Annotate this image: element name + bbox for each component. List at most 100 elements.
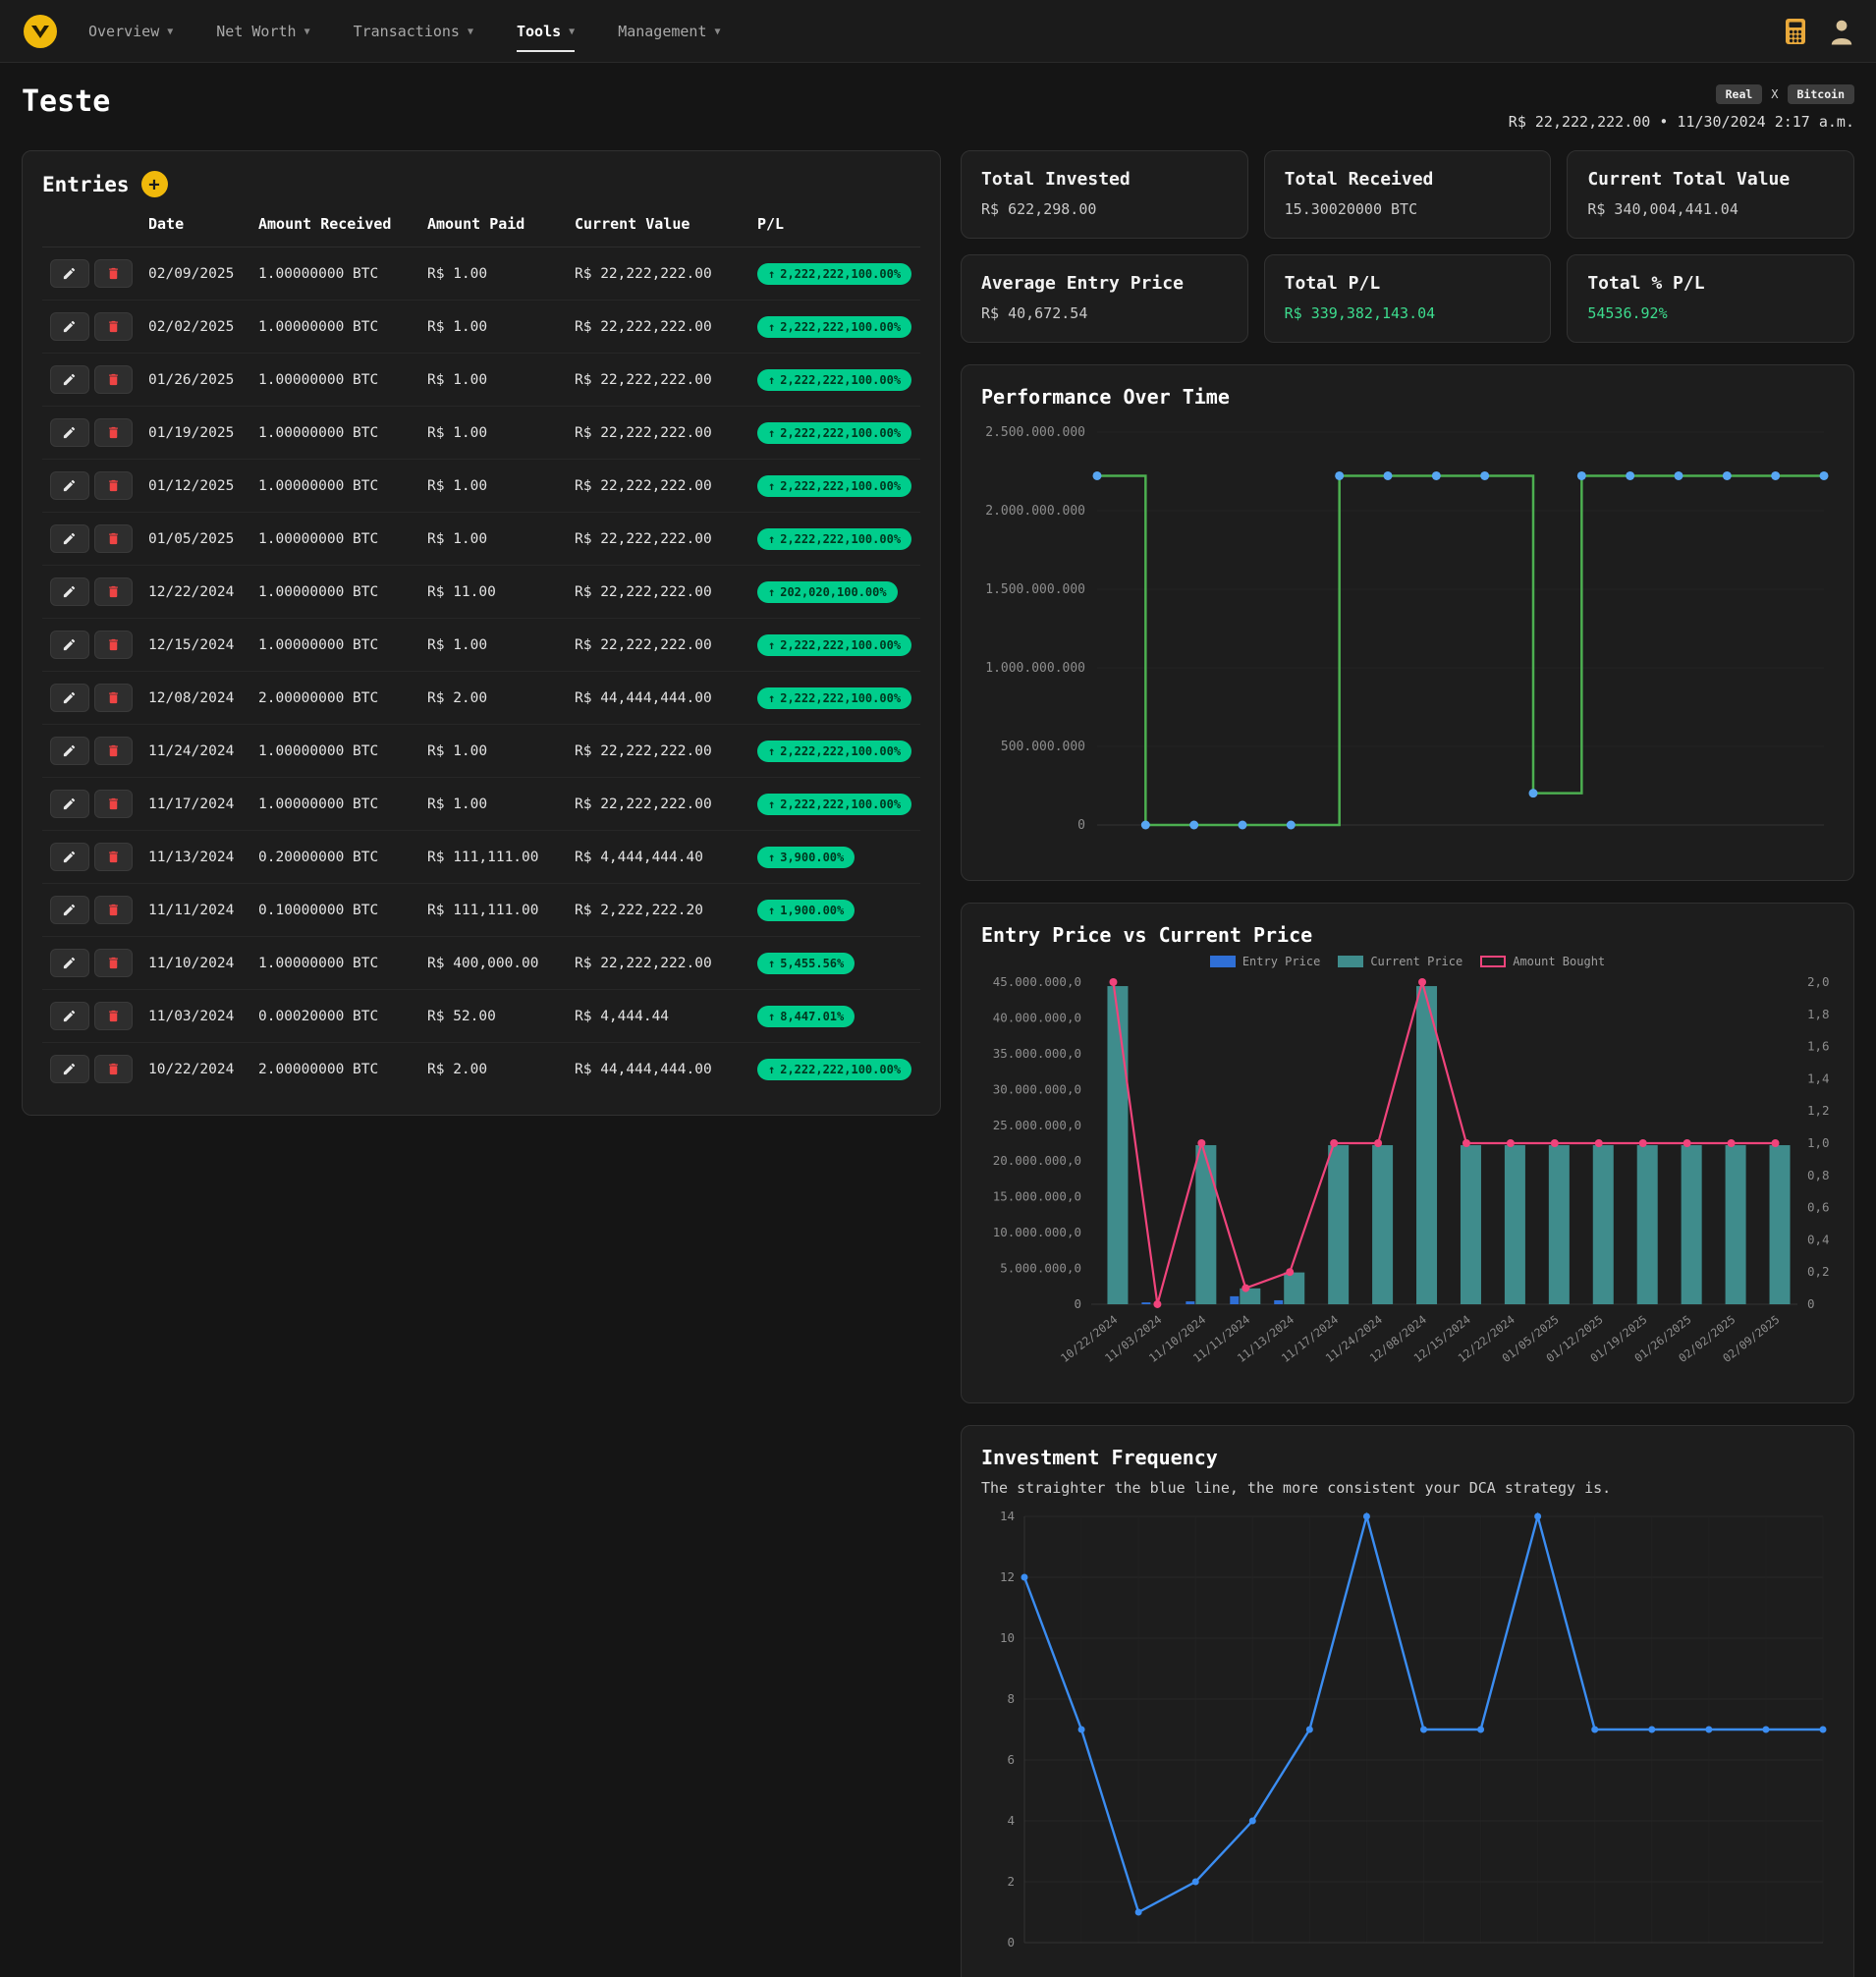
svg-text:35.000.000,0: 35.000.000,0: [993, 1046, 1081, 1061]
entry-date: 01/12/2025: [140, 459, 250, 513]
entry-row: 01/12/2025 1.00000000 BTC R$ 1.00 R$ 22,222…: [42, 459, 920, 513]
entry-amount-received: 1.00000000 BTC: [250, 777, 419, 831]
delete-entry-button[interactable]: [93, 949, 133, 977]
edit-entry-button[interactable]: [50, 790, 89, 818]
edit-entry-button[interactable]: [50, 365, 89, 394]
data-point: [1722, 470, 1732, 480]
entry-row: 11/10/2024 1.00000000 BTC R$ 400,000.00 R$ …: [42, 936, 920, 990]
delete-entry-button[interactable]: [93, 790, 133, 818]
add-entry-button[interactable]: +: [140, 171, 168, 197]
pencil-icon: [64, 585, 76, 598]
nav-label: Transactions: [353, 22, 460, 40]
edit-entry-button[interactable]: [50, 312, 89, 341]
svg-text:20.000.000,0: 20.000.000,0: [993, 1153, 1081, 1168]
delete-entry-button[interactable]: [93, 631, 133, 659]
edit-entry-button[interactable]: [50, 1055, 89, 1083]
delete-entry-button[interactable]: [93, 684, 133, 712]
edit-entry-button[interactable]: [50, 737, 89, 765]
edit-entry-button[interactable]: [50, 896, 89, 924]
entry-date: 02/09/2025: [140, 247, 250, 301]
trash-icon: [108, 267, 118, 280]
delete-entry-button[interactable]: [93, 418, 133, 447]
nav-item-management[interactable]: Management ▼: [618, 0, 720, 63]
legend-item[interactable]: Current Price: [1338, 955, 1462, 968]
edit-entry-button[interactable]: [50, 949, 89, 977]
nav-item-tools[interactable]: Tools ▼: [517, 0, 576, 63]
delete-entry-button[interactable]: [93, 471, 133, 500]
edit-entry-button[interactable]: [50, 577, 89, 606]
delete-entry-button[interactable]: [93, 577, 133, 606]
delete-entry-button[interactable]: [93, 365, 133, 394]
currency-pair: Real X Bitcoin: [1715, 84, 1854, 104]
stat-value: R$ 622,298.00: [981, 200, 1097, 218]
svg-text:2: 2: [1007, 1874, 1015, 1889]
delete-entry-button[interactable]: [93, 312, 133, 341]
trash-icon: [108, 797, 118, 810]
arrow-up-icon: ↑: [768, 584, 776, 599]
user-icon[interactable]: [1829, 18, 1854, 45]
svg-text:1.000.000.000: 1.000.000.000: [985, 661, 1085, 676]
performance-chart-svg: 0 500.000.000 1.000.000.000 1.500.000.000 2.…: [985, 425, 1829, 833]
entry-amount-paid: R$ 52.00: [419, 989, 567, 1043]
entry-amount-paid: R$ 1.00: [419, 353, 567, 407]
app-logo[interactable]: [22, 13, 59, 50]
svg-text:5.000.000,0: 5.000.000,0: [1000, 1261, 1081, 1276]
entry-date: 11/03/2024: [140, 989, 250, 1043]
entry-row: 12/15/2024 1.00000000 BTC R$ 1.00 R$ 22,222…: [42, 618, 920, 672]
pl-badge: ↑ 8,447.01%: [757, 1005, 855, 1027]
pencil-icon: [64, 267, 76, 280]
delete-entry-button[interactable]: [93, 737, 133, 765]
edit-entry-button[interactable]: [50, 471, 89, 500]
svg-text:1,0: 1,0: [1807, 1135, 1830, 1150]
svg-text:1,6: 1,6: [1807, 1039, 1830, 1054]
stat-total-pl: Total P/L R$ 339,382,143.04: [1263, 254, 1552, 343]
nav-label: Overview: [88, 22, 160, 40]
column-pl: P/L: [749, 207, 920, 247]
entry-row: 02/02/2025 1.00000000 BTC R$ 1.00 R$ 22,222…: [42, 300, 920, 354]
data-point: [1674, 470, 1683, 480]
nav-item-net-worth[interactable]: Net Worth ▼: [216, 0, 309, 63]
stat-value: R$ 339,382,143.04: [1284, 304, 1436, 322]
entry-amount-received: 1.00000000 BTC: [250, 247, 419, 301]
arrow-up-icon: ↑: [768, 1062, 776, 1076]
edit-entry-button[interactable]: [50, 259, 89, 288]
calculator-icon[interactable]: [1784, 18, 1807, 45]
stat-label: Total Invested: [981, 169, 1131, 190]
edit-entry-button[interactable]: [50, 843, 89, 871]
edit-entry-button[interactable]: [50, 684, 89, 712]
svg-text:30.000.000,0: 30.000.000,0: [993, 1081, 1081, 1096]
svg-text:12: 12: [1000, 1569, 1015, 1584]
entries-table-header: Date Amount Received Amount Paid Current…: [42, 207, 920, 247]
delete-entry-button[interactable]: [93, 896, 133, 924]
frequency-chart-subtitle: The straighter the blue line, the more c…: [981, 1479, 1612, 1497]
data-point: [1189, 820, 1199, 830]
nav-item-transactions[interactable]: Transactions ▼: [354, 0, 473, 63]
trash-icon: [108, 373, 118, 386]
pl-badge: ↑ 2,222,222,100.00%: [757, 686, 912, 709]
legend-item[interactable]: Amount Bought: [1480, 955, 1605, 968]
delete-entry-button[interactable]: [93, 843, 133, 871]
edit-entry-button[interactable]: [50, 631, 89, 659]
delete-entry-button[interactable]: [93, 259, 133, 288]
entry-current-value: R$ 44,444,444.00: [567, 671, 749, 725]
pl-badge: ↑ 2,222,222,100.00%: [757, 421, 912, 444]
delete-entry-button[interactable]: [93, 524, 133, 553]
entry-amount-paid: R$ 1.00: [419, 724, 567, 778]
entry-amount-received: 0.20000000 BTC: [250, 830, 419, 884]
delete-entry-button[interactable]: [93, 1002, 133, 1030]
svg-text:40.000.000,0: 40.000.000,0: [993, 1010, 1081, 1024]
arrow-up-icon: ↑: [768, 425, 776, 440]
data-point: [1383, 470, 1393, 480]
edit-entry-button[interactable]: [50, 418, 89, 447]
svg-text:1,4: 1,4: [1807, 1071, 1830, 1085]
delete-entry-button[interactable]: [93, 1055, 133, 1083]
trash-icon: [108, 479, 118, 492]
legend-item[interactable]: Entry Price: [1209, 955, 1320, 968]
edit-entry-button[interactable]: [50, 524, 89, 553]
svg-text:15.000.000,0: 15.000.000,0: [993, 1189, 1081, 1204]
nav-item-overview[interactable]: Overview ▼: [88, 0, 173, 63]
entry-amount-received: 1.00000000 BTC: [250, 406, 419, 460]
edit-entry-button[interactable]: [50, 1002, 89, 1030]
svg-text:500.000.000: 500.000.000: [1001, 740, 1085, 754]
entry-amount-received: 1.00000000 BTC: [250, 936, 419, 990]
